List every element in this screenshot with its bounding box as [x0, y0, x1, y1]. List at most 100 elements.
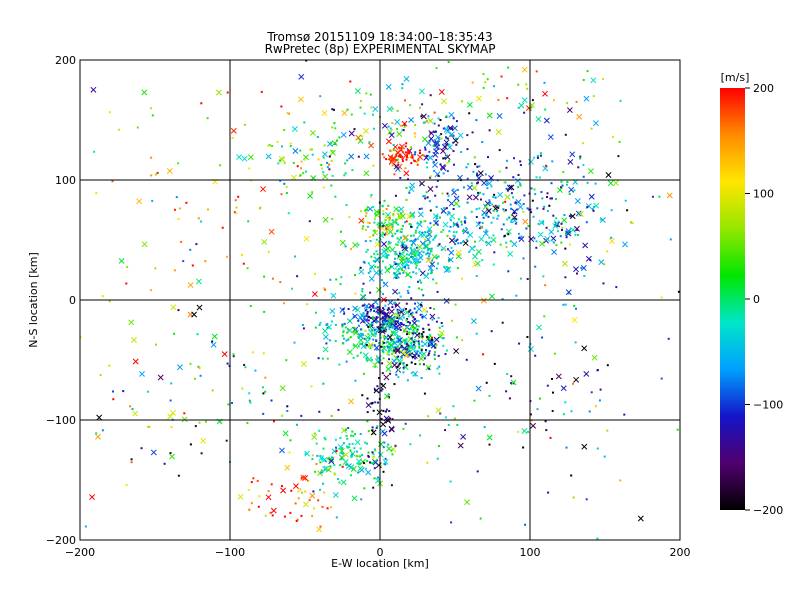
data-point-dot	[112, 390, 114, 393]
data-point-dot	[401, 128, 404, 131]
data-point-cross	[432, 151, 439, 158]
data-point-cross	[265, 494, 272, 501]
data-point-dot	[231, 402, 233, 404]
data-point-cross	[341, 427, 348, 434]
data-point-dot	[387, 443, 390, 446]
data-point-dot	[400, 147, 403, 150]
data-point-dot	[478, 165, 481, 168]
colorbar-tick-label: −200	[753, 504, 783, 517]
data-point-dot	[331, 150, 334, 153]
data-point-dot	[374, 365, 377, 368]
data-point-dot	[445, 143, 448, 146]
data-point-dot	[347, 328, 350, 331]
data-point-dot	[372, 409, 375, 412]
data-point-dot	[426, 166, 429, 169]
data-point-cross	[293, 483, 299, 490]
data-point-dot	[365, 359, 368, 361]
data-point-dot	[466, 148, 469, 151]
data-point-dot	[397, 355, 400, 358]
data-point-dot	[283, 515, 286, 518]
data-point-dot	[151, 114, 154, 117]
data-point-dot	[450, 319, 453, 322]
data-point-cross	[247, 154, 254, 161]
data-point-dot	[189, 443, 192, 446]
data-point-dot	[191, 264, 194, 267]
data-point-cross	[431, 253, 438, 260]
data-point-cross	[354, 88, 361, 95]
data-point-cross	[405, 271, 411, 278]
data-point-dot	[561, 226, 564, 229]
data-point-cross	[490, 236, 497, 243]
data-point-dot	[315, 442, 318, 445]
data-point-dot	[456, 267, 459, 270]
data-point-dot	[407, 344, 410, 347]
data-point-dot	[606, 250, 609, 253]
data-point-dot	[561, 184, 564, 187]
data-point-cross	[401, 235, 408, 242]
data-point-dot	[437, 174, 440, 177]
data-point-dot	[303, 158, 306, 161]
data-point-dot	[447, 61, 450, 64]
data-point-cross	[508, 184, 515, 191]
data-point-dot	[544, 164, 547, 167]
data-point-dot	[426, 252, 429, 255]
data-point-dot	[387, 223, 390, 226]
data-point-cross	[321, 456, 328, 463]
data-point-dot	[418, 332, 421, 335]
data-point-dot	[445, 207, 448, 210]
data-point-dot	[570, 215, 573, 218]
data-point-dot	[483, 426, 486, 429]
data-point-dot	[420, 281, 423, 284]
data-point-cross	[574, 198, 581, 204]
data-point-dot	[435, 67, 438, 70]
data-point-dot	[342, 308, 345, 311]
data-point-dot	[170, 426, 173, 429]
data-point-dot	[425, 349, 427, 351]
data-point-dot	[442, 229, 445, 232]
data-point-dot	[408, 310, 411, 313]
data-point-dot	[254, 369, 257, 372]
data-point-dot	[405, 364, 408, 367]
data-point-dot	[413, 318, 416, 321]
data-point-dot	[387, 307, 390, 310]
data-point-dot	[344, 326, 347, 329]
data-point-cross	[417, 211, 424, 218]
data-point-dot	[606, 364, 609, 367]
data-point-dot	[586, 70, 589, 73]
data-point-dot	[377, 476, 379, 479]
data-point-dot	[361, 287, 364, 290]
data-point-dot	[421, 103, 424, 106]
data-point-dot	[419, 261, 422, 263]
data-point-cross	[381, 122, 388, 129]
data-point-dot	[391, 306, 394, 309]
data-point-dot	[441, 192, 444, 195]
colorbar-tick-label: −100	[753, 399, 783, 412]
data-point-dot	[359, 328, 362, 331]
data-point-dot	[436, 262, 439, 265]
data-point-cross	[372, 459, 379, 466]
data-point-dot	[320, 471, 322, 474]
data-point-dot	[449, 225, 452, 228]
data-point-dot	[400, 345, 403, 348]
data-point-dot	[386, 312, 389, 315]
data-point-dot	[362, 304, 365, 307]
data-point-dot	[577, 234, 579, 236]
data-point-dot	[381, 342, 384, 345]
data-point-dot	[330, 415, 333, 417]
data-point-dot	[384, 304, 387, 307]
data-point-dot	[387, 322, 390, 325]
data-point-dot	[402, 427, 405, 430]
data-point-cross	[230, 127, 237, 134]
data-point-dot	[474, 240, 476, 243]
data-point-dot	[598, 399, 601, 402]
data-point-dot	[129, 405, 132, 408]
data-point-dot	[399, 124, 402, 127]
data-point-dot	[568, 243, 571, 246]
data-point-dot	[552, 391, 554, 394]
data-point-cross	[338, 447, 345, 454]
data-point-dot	[368, 236, 371, 238]
data-point-dot	[503, 234, 506, 237]
data-point-dot	[366, 248, 369, 251]
data-point-cross	[393, 206, 400, 213]
data-point-dot	[366, 312, 369, 315]
